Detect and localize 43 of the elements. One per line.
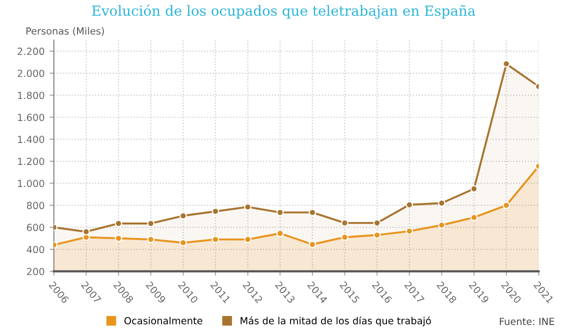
legend-label: Ocasionalmente — [124, 316, 202, 324]
point — [147, 236, 154, 244]
point — [276, 208, 284, 216]
point — [179, 239, 187, 246]
point — [244, 236, 252, 244]
point — [406, 227, 414, 235]
legend-label: Más de la mitad de los días que trabajó — [240, 316, 431, 326]
point — [179, 212, 187, 220]
point — [212, 208, 220, 216]
y-tick-label: 800 — [26, 202, 44, 210]
y-axis-title: Personas (Miles) — [26, 27, 104, 36]
point — [438, 199, 446, 207]
point — [308, 240, 316, 248]
point — [244, 203, 252, 211]
y-tick-label: 200 — [26, 268, 44, 276]
point — [470, 214, 478, 222]
y-tick-label: 1.200 — [18, 158, 44, 166]
point — [406, 201, 414, 208]
point — [502, 202, 510, 209]
y-tick-label: 400 — [26, 246, 44, 254]
point — [373, 219, 381, 227]
point — [502, 60, 510, 68]
y-tick-label: 2.000 — [18, 70, 44, 78]
point — [373, 231, 381, 239]
point — [82, 228, 90, 236]
point — [276, 230, 284, 238]
y-tick-label: 1.400 — [18, 136, 44, 144]
point — [147, 220, 154, 228]
point — [114, 220, 122, 228]
y-tick-label: 1.600 — [18, 114, 44, 122]
chart-title: Evolución de los ocupados que teletrabajan en España — [92, 4, 476, 19]
source-note: Fuente: INE — [500, 318, 554, 326]
point — [341, 234, 348, 241]
point — [470, 185, 478, 192]
point — [438, 221, 446, 229]
point — [212, 236, 220, 244]
point — [341, 219, 348, 227]
y-tick-label: 2.200 — [18, 48, 44, 56]
y-tick-label: 1.800 — [18, 92, 44, 100]
y-tick-label: 600 — [26, 224, 44, 232]
point — [308, 208, 316, 216]
point — [114, 234, 122, 242]
y-tick-label: 1.000 — [18, 180, 44, 188]
